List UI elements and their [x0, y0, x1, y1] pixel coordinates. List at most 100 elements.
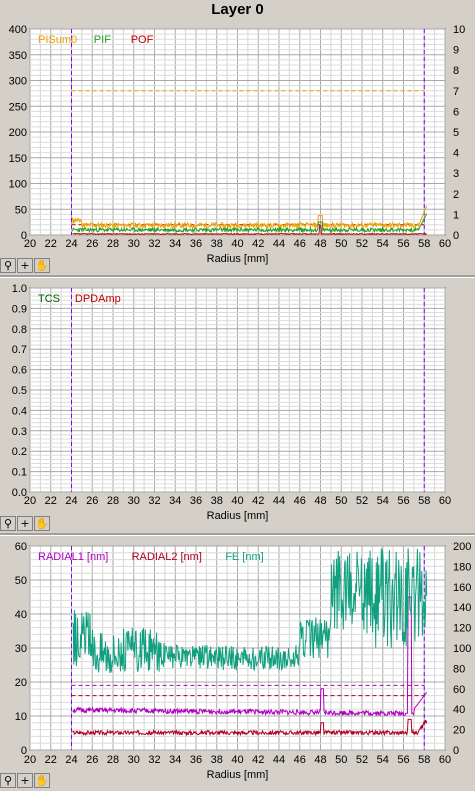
- y-tick-label: 50: [15, 575, 27, 587]
- x-tick-label: 20: [24, 495, 36, 507]
- y-tick-label: 300: [9, 76, 27, 88]
- x-tick-label: 32: [148, 754, 160, 766]
- y-tick-label: 60: [15, 541, 27, 553]
- x-tick-label: 38: [211, 754, 223, 766]
- chart-panel-pi: 0 50 100 150 200 250 300 350 400 0 1 2 3 4 5 6 7 8 9 10 20 22…: [0, 20, 475, 268]
- y2-tick-label: 9: [453, 45, 459, 57]
- page-title: Layer 0: [211, 1, 264, 18]
- y2-tick-label: 4: [453, 148, 459, 160]
- zoom-icon[interactable]: ⚲: [0, 258, 16, 273]
- y-tick-label: 0.9: [12, 303, 27, 315]
- x-tick-label: 30: [128, 238, 140, 250]
- x-tick-label: 22: [45, 238, 57, 250]
- x-tick-label: 58: [418, 754, 430, 766]
- y2-tick-label: 8: [453, 65, 459, 77]
- x-tick-label: 28: [107, 238, 119, 250]
- crosshair-icon[interactable]: +: [17, 516, 33, 531]
- legend-entry: DPDAmp: [75, 293, 121, 305]
- y-tick-label: 0.1: [12, 467, 27, 479]
- y-tick-label: 20: [15, 677, 27, 689]
- crosshair-icon[interactable]: +: [17, 258, 33, 273]
- x-tick-label: 22: [45, 495, 57, 507]
- x-tick-label: 20: [24, 238, 36, 250]
- x-tick-label: 48: [314, 238, 326, 250]
- x-tick-label: 46: [294, 238, 306, 250]
- x-tick-label: 50: [335, 495, 347, 507]
- legend-entry: TCS: [38, 293, 60, 305]
- x-tick-label: 48: [314, 754, 326, 766]
- y2-tick-label: 20: [453, 725, 465, 737]
- y-tick-label: 250: [9, 101, 27, 113]
- series-line-radial1: [72, 596, 428, 717]
- x-tick-label: 32: [148, 238, 160, 250]
- y2-tick-label: 1: [453, 209, 459, 221]
- x-tick-label: 60: [439, 754, 451, 766]
- y-tick-label: 0: [21, 230, 27, 242]
- x-tick-label: 36: [190, 495, 202, 507]
- x-tick-label: 40: [231, 754, 243, 766]
- zoom-icon[interactable]: ⚲: [0, 516, 16, 531]
- y-tick-label: 30: [15, 643, 27, 655]
- x-tick-label: 42: [252, 238, 264, 250]
- y-tick-label: 50: [15, 204, 27, 216]
- series-line-fe: [72, 548, 428, 673]
- y2-tick-label: 180: [453, 561, 471, 573]
- y2-tick-label: 5: [453, 127, 459, 139]
- x-tick-label: 34: [169, 495, 181, 507]
- y2-tick-label: 0: [453, 230, 459, 242]
- series-line-pisum0: [72, 205, 428, 230]
- x-tick-label: 52: [356, 495, 368, 507]
- x-tick-label: 40: [231, 495, 243, 507]
- chart-tcs: 0.0 0.1 0.2 0.3 0.4 0.5 0.6 0.7 0.8 0.9 1.0 20 22 24 2…: [12, 283, 451, 522]
- zoom-icon[interactable]: ⚲: [0, 773, 16, 788]
- x-tick-label: 30: [128, 495, 140, 507]
- x-tick-label: 52: [356, 238, 368, 250]
- x-tick-label: 60: [439, 238, 451, 250]
- y-tick-label: 0.4: [12, 405, 27, 417]
- hand-icon[interactable]: ✋: [34, 258, 50, 273]
- hand-icon[interactable]: ✋: [34, 516, 50, 531]
- y-tick-label: 0.6: [12, 365, 27, 377]
- x-tick-label: 26: [86, 495, 98, 507]
- x-tick-label: 40: [231, 238, 243, 250]
- y-tick-label: 0.2: [12, 446, 27, 458]
- x-tick-label: 54: [377, 754, 389, 766]
- x-tick-label: 42: [252, 754, 264, 766]
- chart-radial: 0102030405060020406080100120140160180200…: [15, 541, 472, 781]
- x-tick-label: 30: [128, 754, 140, 766]
- x-tick-label: 60: [439, 495, 451, 507]
- x-tick-label: 44: [273, 754, 285, 766]
- crosshair-icon[interactable]: +: [17, 773, 33, 788]
- y-tick-label: 350: [9, 50, 27, 62]
- x-tick-label: 50: [335, 754, 347, 766]
- y2-tick-label: 10: [453, 24, 465, 36]
- y-tick-label: 0.0: [12, 487, 27, 499]
- x-tick-label: 24: [65, 495, 77, 507]
- toolbar-pi: ⚲ + ✋: [0, 258, 50, 274]
- x-tick-label: 56: [397, 238, 409, 250]
- x-tick-label: 56: [397, 495, 409, 507]
- x-tick-label: 54: [377, 495, 389, 507]
- x-tick-label: 46: [294, 754, 306, 766]
- y-tick-label: 40: [15, 609, 27, 621]
- x-tick-label: 54: [377, 238, 389, 250]
- y2-tick-label: 40: [453, 704, 465, 716]
- x-tick-label: 34: [169, 754, 181, 766]
- toolbar-radial: ⚲ + ✋: [0, 773, 50, 789]
- x-tick-label: 48: [314, 495, 326, 507]
- divider: [0, 275, 475, 278]
- hand-icon[interactable]: ✋: [34, 773, 50, 788]
- x-tick-label: 28: [107, 495, 119, 507]
- y-tick-label: 100: [9, 179, 27, 191]
- x-tick-label: 26: [86, 238, 98, 250]
- y2-tick-label: 6: [453, 106, 459, 118]
- y-tick-label: 1.0: [12, 283, 27, 295]
- x-tick-label: 46: [294, 495, 306, 507]
- series-line-radial2: [72, 718, 428, 737]
- x-axis-label: Radius [mm]: [207, 769, 269, 781]
- y-tick-label: 150: [9, 153, 27, 165]
- y-tick-label: 0.3: [12, 426, 27, 438]
- x-tick-label: 36: [190, 754, 202, 766]
- toolbar-tcs: ⚲ + ✋: [0, 516, 50, 532]
